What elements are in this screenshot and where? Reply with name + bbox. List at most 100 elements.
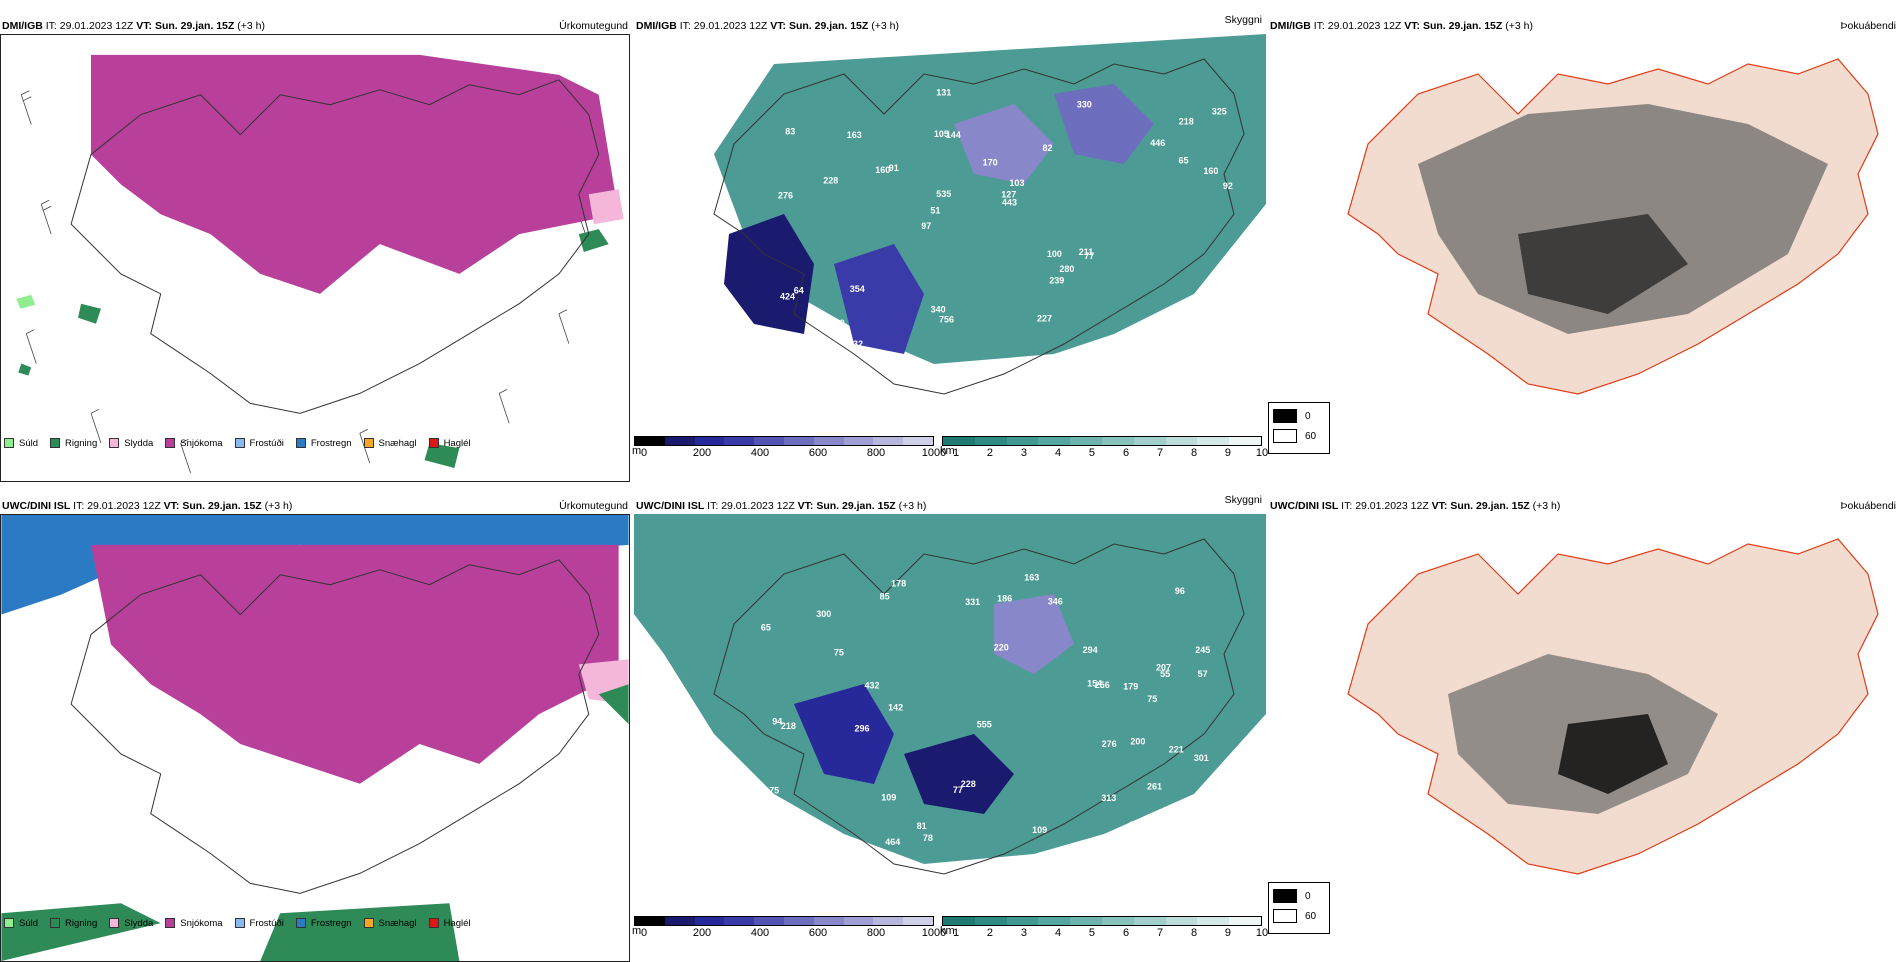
colorbar-tick-label: 5	[1088, 927, 1096, 939]
low-cloud-area	[834, 244, 924, 354]
legend-label: Rigning	[65, 437, 98, 449]
cloud-base-value: 218	[781, 721, 796, 731]
cloud-base-value: 228	[823, 176, 838, 186]
model-name: DMI/IGB	[1270, 20, 1311, 32]
legend-label: Haglél	[443, 437, 471, 449]
visibility-map: 119 276 218 97 82 70 105 170 64 91 100 89 144 103 77 83…	[634, 34, 1266, 434]
colorbar-tick-label: 400	[750, 927, 770, 939]
colorbar-segment	[903, 437, 933, 445]
panel-fog-index-bottom: UWC/DINI ISL IT: 29.01.2023 12Z VT: Sun.…	[1268, 494, 1900, 962]
it-label: IT:	[1341, 500, 1353, 512]
colorbar-segment	[1101, 917, 1134, 925]
fog-legend-label: 0	[1305, 410, 1311, 422]
cloud-base-value: 119	[1171, 343, 1186, 353]
parameter-name: Skyggni	[1224, 14, 1262, 26]
fog-legend-swatch	[1273, 889, 1297, 903]
colorbar-unit: km	[940, 445, 955, 457]
cloud-base-value: 256	[1095, 680, 1110, 690]
legend-item: Snjókoma	[165, 918, 223, 929]
cloud-base-value: 424	[780, 292, 795, 302]
model-name: UWC/DINI ISL	[1270, 500, 1339, 512]
colorbar-segment	[635, 917, 665, 925]
cloud-base-value: 354	[850, 284, 865, 294]
parameter-name: Þokuábendi	[1840, 20, 1896, 32]
precip-type-legend: Súld Rigning Slydda Snjókoma Frostúði Fr…	[4, 434, 471, 452]
model-name: DMI/IGB	[2, 20, 43, 32]
colorbar-segment	[1070, 917, 1102, 925]
model-name: UWC/DINI ISL	[636, 500, 705, 512]
cloud-base-value: 65	[761, 623, 771, 633]
cloud-base-value: 330	[1077, 100, 1092, 110]
colorbar-segment	[1229, 437, 1261, 445]
colorbar-tick-label: 800	[866, 927, 886, 939]
precip-map	[0, 514, 630, 962]
cloud-base-value: 346	[1048, 597, 1063, 607]
colorbar-tick-label: 1	[952, 927, 960, 939]
colorbar-tick-label: 4	[1054, 927, 1062, 939]
colorbar-segment	[974, 917, 1007, 925]
legend-label: Snæhagl	[378, 437, 417, 449]
panel-precip-type-top: DMI/IGB IT: 29.01.2023 12Z VT: Sun. 29.j…	[0, 14, 632, 482]
fog-legend-swatch	[1273, 409, 1297, 423]
cloud-base-value: 555	[977, 719, 992, 729]
freezing-rain-areas	[1, 515, 629, 615]
it-value: 29.01.2023 12Z	[59, 20, 134, 32]
cloud-base-value: 77	[953, 785, 963, 795]
low-cloud-area	[994, 594, 1074, 674]
colorbar-tick-label: 0	[640, 447, 648, 459]
cloud-base-value: 93	[1177, 801, 1187, 811]
legend-item: Haglél	[428, 918, 471, 929]
cloud-base-value: 105	[934, 129, 949, 139]
cloud-base-value: 188	[1224, 787, 1239, 797]
parameter-name: Úrkomutegund	[559, 500, 628, 512]
cloud-base-value: 232	[1129, 820, 1144, 830]
colorbar-tick-label: 1	[952, 447, 960, 459]
legend-swatch	[363, 918, 374, 928]
cloud-base-value: 142	[888, 702, 903, 712]
legend-item: Slydda	[109, 438, 153, 449]
legend-label: Snjókoma	[180, 437, 223, 449]
colorbar-segment	[1038, 917, 1071, 925]
colorbar-segment	[664, 437, 695, 445]
cloud-base-value: 152	[774, 817, 789, 827]
visibility-colorbar: km 1 2 3 4 5 6 7 8 9 10	[940, 436, 1268, 466]
fog-legend-row: 0	[1273, 409, 1325, 423]
fog-legend-label: 0	[1305, 890, 1311, 902]
low-cloud-area	[794, 684, 894, 784]
colorbar-segment	[1101, 437, 1134, 445]
legend-item: Frostregn	[295, 918, 352, 929]
colorbar-segment	[694, 917, 725, 925]
fog-legend-row: 60	[1273, 429, 1325, 443]
panel-title: UWC/DINI ISL IT: 29.01.2023 12Z VT: Sun.…	[1270, 500, 1560, 512]
colorbar-segment	[1197, 917, 1230, 925]
it-label: IT:	[45, 20, 57, 32]
colorbar-segment	[754, 917, 784, 925]
lead-time: (+3 h)	[898, 500, 927, 512]
it-value: 29.01.2023 12Z	[693, 20, 768, 32]
vt-value: Sun. 29.jan. 15Z	[182, 500, 262, 512]
legend-label: Frostúði	[249, 437, 284, 449]
cloud-base-value: 70	[802, 347, 812, 357]
colorbar-segment	[1165, 917, 1198, 925]
legend-swatch	[50, 918, 61, 928]
cloud-base-value: 313	[1101, 793, 1116, 803]
colorbar-tick-label: 9	[1224, 447, 1232, 459]
cloud-base-value: 64	[794, 286, 804, 296]
colorbar-unit: km	[940, 925, 955, 937]
parameter-name: Þokuábendi	[1840, 500, 1896, 512]
cloud-base-value: 160	[875, 165, 890, 175]
colorbar-tick-label: 3	[1020, 447, 1028, 459]
low-cloud-area	[724, 214, 814, 334]
legend-item: Snjókoma	[165, 437, 223, 449]
colorbar-tick-label: 200	[692, 447, 712, 459]
cloud-base-value: 96	[1175, 586, 1185, 596]
cloud-base-value: 221	[1169, 745, 1184, 755]
panel-visibility-top: DMI/IGB IT: 29.01.2023 12Z VT: Sun. 29.j…	[632, 14, 1268, 482]
cloud-base-value: 170	[983, 157, 998, 167]
cloud-base-value: 218	[1179, 116, 1194, 126]
colorbar-tick-label: 800	[866, 447, 886, 459]
colorbar-tick-label: 10	[1255, 447, 1269, 459]
colorbar-segment	[873, 917, 904, 925]
fog-map	[1268, 514, 1900, 914]
colorbar-segment	[1070, 437, 1102, 445]
